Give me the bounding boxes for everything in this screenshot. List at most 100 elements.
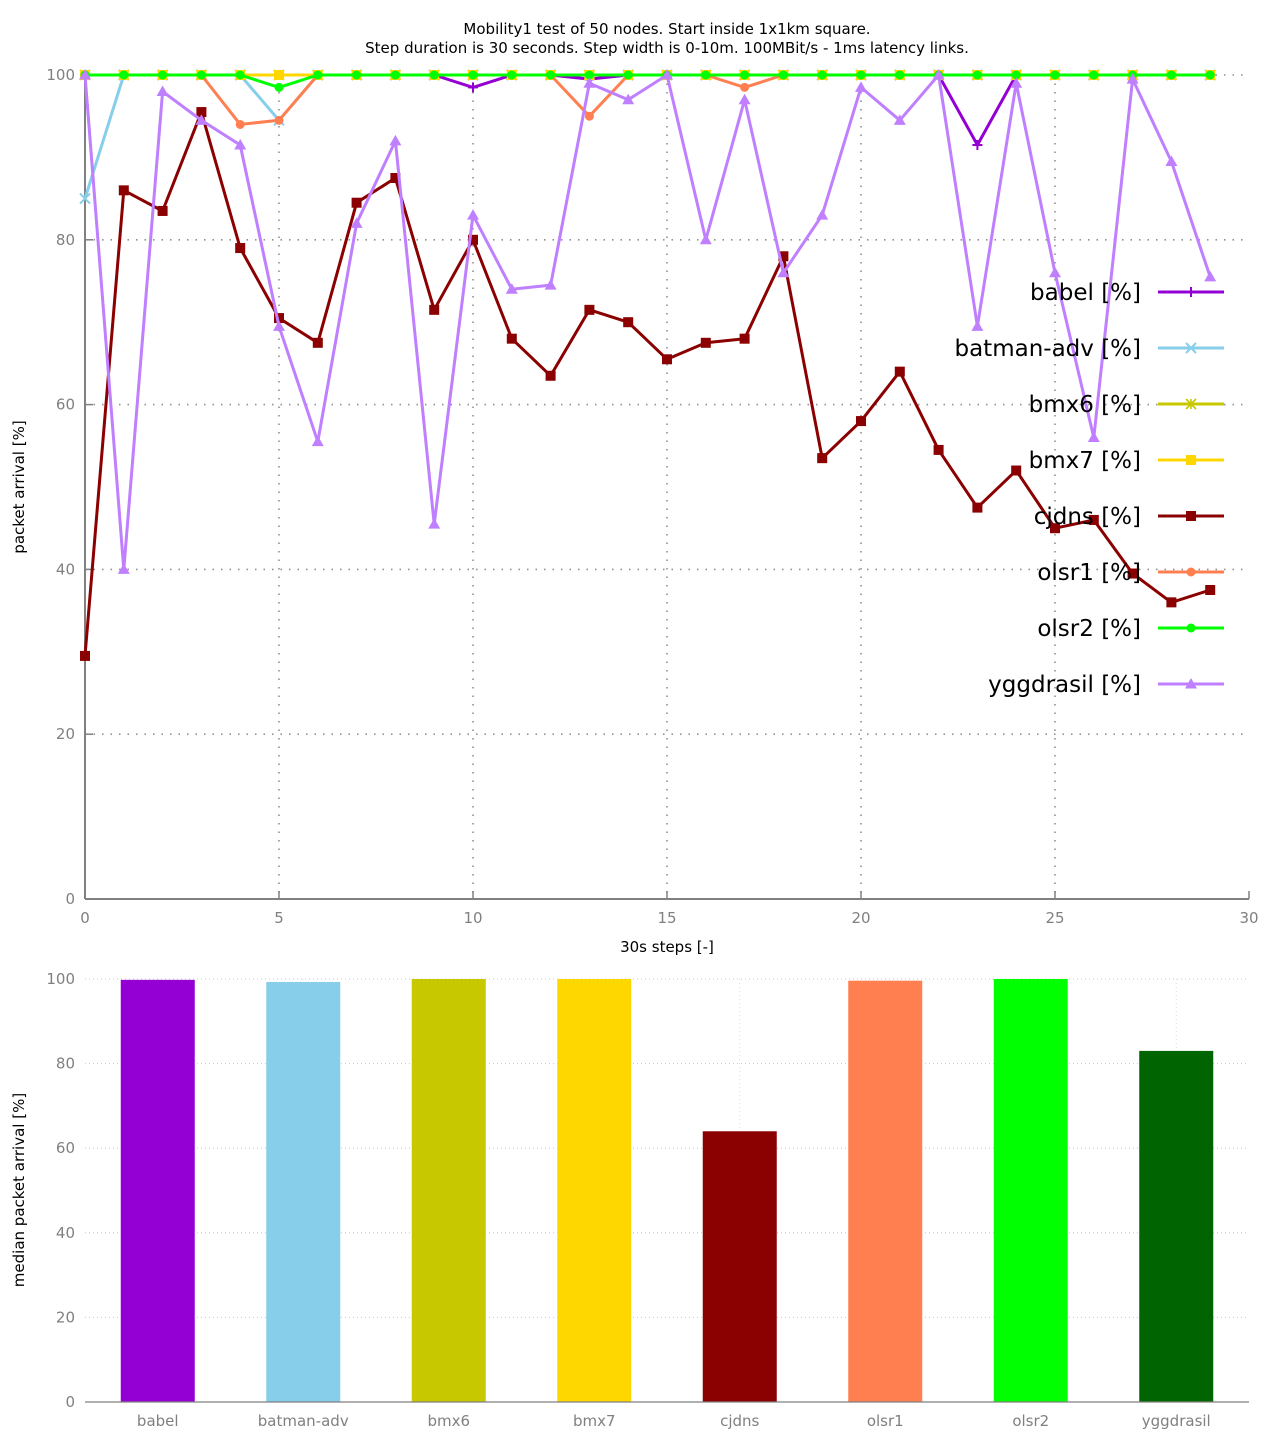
y-tick-label: 80 bbox=[56, 231, 75, 249]
bar-x-tick-label: batman-adv bbox=[258, 1412, 349, 1430]
data-point bbox=[816, 209, 829, 220]
bar-x-tick-label: babel bbox=[137, 1412, 179, 1430]
legend-item: cjdns [%] bbox=[1034, 504, 1224, 530]
data-point bbox=[971, 320, 984, 331]
data-point bbox=[235, 70, 245, 80]
data-point bbox=[311, 435, 324, 447]
data-point bbox=[351, 197, 362, 208]
bar-batman-adv bbox=[266, 981, 341, 1402]
bar-olsr1 bbox=[848, 980, 923, 1402]
series-line bbox=[83, 73, 1212, 571]
legend-swatch-marker bbox=[1185, 678, 1197, 689]
legend-label: bmx6 [%] bbox=[1029, 392, 1141, 418]
data-point bbox=[118, 185, 129, 196]
legend-label: olsr1 [%] bbox=[1037, 560, 1141, 586]
bar-bmx6 bbox=[411, 979, 486, 1402]
line-chart-x-axis-label: 30s steps [-] bbox=[620, 938, 714, 956]
data-point bbox=[1011, 70, 1021, 80]
series-line bbox=[85, 73, 1211, 89]
data-point bbox=[1204, 270, 1217, 282]
data-point bbox=[274, 82, 284, 92]
data-point bbox=[778, 251, 789, 262]
data-point bbox=[1050, 70, 1060, 80]
data-point bbox=[390, 173, 401, 183]
x-tick-label: 30 bbox=[1239, 909, 1258, 927]
legend-item: bmx7 [%] bbox=[1029, 448, 1224, 474]
data-point bbox=[1089, 70, 1099, 80]
bar-x-tick-label: yggdrasil bbox=[1142, 1412, 1211, 1430]
data-point bbox=[740, 82, 750, 92]
data-point bbox=[312, 337, 323, 348]
data-point bbox=[933, 444, 944, 455]
line-chart: Mobility1 test of 50 nodes. Start inside… bbox=[10, 20, 1259, 956]
data-point bbox=[1166, 597, 1177, 608]
data-point bbox=[156, 85, 169, 96]
x-tick-label: 5 bbox=[274, 909, 284, 927]
bar-yggdrasil bbox=[1139, 1050, 1214, 1402]
x-tick-label: 15 bbox=[657, 909, 676, 927]
data-point bbox=[428, 518, 441, 529]
data-point bbox=[545, 370, 556, 381]
data-point bbox=[1011, 465, 1022, 476]
data-point bbox=[196, 70, 206, 80]
data-point bbox=[1166, 70, 1176, 80]
series-7 bbox=[79, 69, 1217, 574]
legend-swatch-marker bbox=[1186, 511, 1196, 521]
data-point bbox=[117, 563, 130, 574]
data-point bbox=[352, 70, 362, 80]
line-chart-axes bbox=[84, 75, 1249, 900]
data-point bbox=[195, 114, 208, 125]
legend-swatch-marker bbox=[1186, 623, 1196, 633]
legend-label: cjdns [%] bbox=[1034, 504, 1141, 530]
data-point bbox=[234, 139, 247, 150]
legend-label: batman-adv [%] bbox=[954, 336, 1141, 362]
data-point bbox=[390, 70, 400, 80]
data-point bbox=[622, 93, 635, 105]
bar-y-tick-label: 100 bbox=[46, 970, 75, 988]
data-point bbox=[895, 70, 905, 80]
data-point bbox=[313, 70, 323, 80]
data-point bbox=[119, 70, 129, 80]
data-point bbox=[274, 115, 284, 125]
bar-chart-grid bbox=[85, 978, 1249, 1402]
data-point bbox=[467, 209, 479, 220]
data-point bbox=[468, 70, 478, 80]
y-tick-label: 100 bbox=[46, 66, 75, 84]
data-point bbox=[740, 70, 750, 80]
series-line bbox=[85, 73, 1211, 126]
legend-label: babel [%] bbox=[1030, 280, 1141, 306]
y-tick-label: 20 bbox=[56, 725, 75, 743]
bar-x-tick-label: olsr2 bbox=[1012, 1412, 1049, 1430]
data-point bbox=[738, 93, 751, 105]
bar-y-tick-label: 20 bbox=[56, 1308, 75, 1326]
data-point bbox=[700, 337, 711, 348]
series-4 bbox=[80, 107, 1216, 661]
data-point bbox=[893, 114, 906, 125]
data-point bbox=[507, 70, 517, 80]
data-point bbox=[1049, 266, 1061, 278]
legend-label: olsr2 [%] bbox=[1037, 616, 1141, 642]
bar-y-tick-label: 80 bbox=[56, 1055, 75, 1073]
data-point bbox=[546, 70, 556, 80]
data-point bbox=[972, 140, 983, 151]
series-1 bbox=[79, 69, 1216, 205]
x-tick-label: 20 bbox=[851, 909, 870, 927]
y-tick-label: 0 bbox=[65, 890, 75, 908]
data-point bbox=[583, 77, 596, 88]
bar-cjdns bbox=[702, 1131, 777, 1402]
data-point bbox=[584, 70, 594, 80]
series-line bbox=[83, 73, 1211, 200]
data-point bbox=[79, 69, 91, 80]
data-point bbox=[584, 111, 594, 121]
line-chart-ticks: 0 5 10 15 20 25 30 0 20 40 60 80 100 bbox=[46, 66, 1258, 927]
data-point bbox=[273, 320, 285, 331]
bar-chart: 0 20 40 60 80 100 babel batman-adv bmx6 bmx7 cjdns… bbox=[10, 970, 1249, 1430]
data-point bbox=[623, 317, 634, 328]
data-point bbox=[699, 233, 712, 245]
data-point bbox=[158, 70, 168, 80]
y-tick-label: 40 bbox=[56, 560, 75, 578]
data-point bbox=[855, 81, 867, 92]
data-point bbox=[1088, 514, 1099, 525]
